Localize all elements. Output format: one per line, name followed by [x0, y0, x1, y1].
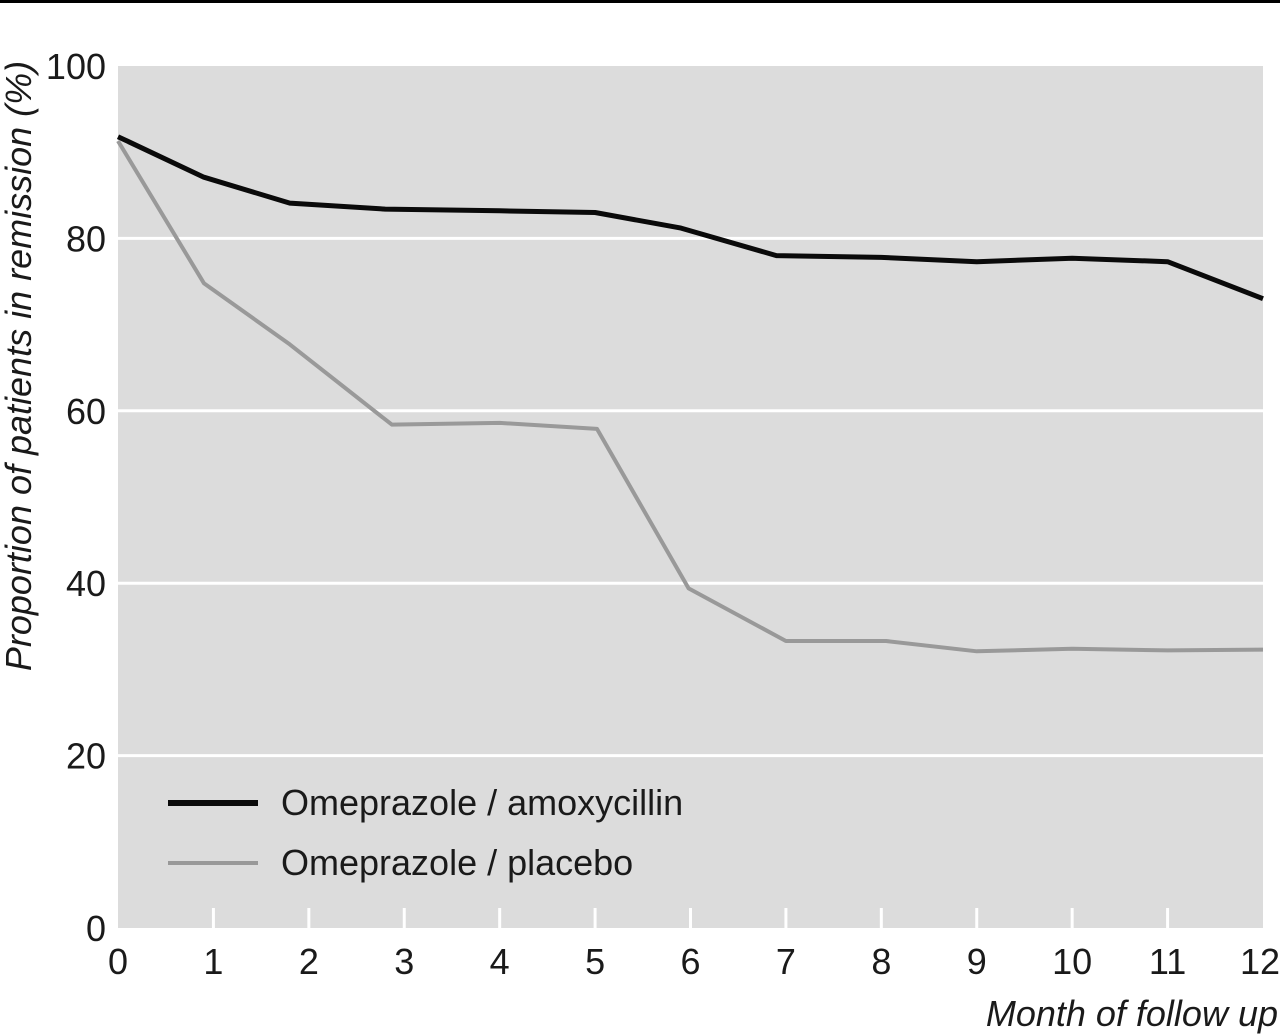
y-tick-label: 60	[66, 391, 106, 432]
x-tick-label: 8	[871, 941, 891, 982]
x-tick-label: 11	[1149, 941, 1186, 982]
legend-label-2: Omeprazole / placebo	[281, 842, 633, 883]
x-tick-label: 10	[1052, 941, 1092, 982]
x-tick-label: 1	[203, 941, 223, 982]
x-tick-label: 9	[967, 941, 987, 982]
series-line-2	[116, 139, 1264, 654]
x-tick-label: 7	[776, 941, 796, 982]
x-axis-ticks	[211, 908, 1170, 928]
x-tick-label: 0	[108, 941, 128, 982]
x-tick-label: 3	[394, 941, 414, 982]
series-line-1	[116, 134, 1264, 302]
series-lines	[116, 134, 1264, 654]
y-tick-label: 20	[66, 736, 106, 777]
gridlines	[118, 236, 1263, 758]
x-tick-label: 12	[1240, 941, 1280, 982]
x-tick-label: 4	[490, 941, 510, 982]
legend: Omeprazole / amoxycillin Omeprazole / pla…	[168, 782, 683, 883]
y-axis-tick-labels: 0 20 40 60 80 100	[46, 46, 106, 949]
y-axis-title: Proportion of patients in remission (%)	[0, 61, 39, 671]
x-tick-label: 5	[585, 941, 605, 982]
x-axis-title: Month of follow up	[986, 993, 1278, 1034]
x-tick-label: 2	[299, 941, 319, 982]
y-tick-label: 100	[46, 46, 106, 87]
x-tick-label: 6	[680, 941, 700, 982]
y-tick-label: 0	[86, 908, 106, 949]
plot-background	[118, 66, 1263, 928]
x-axis-tick-labels: 0 1 2 3 4 5 6 7 8 9 10 11 12	[108, 941, 1280, 982]
y-tick-label: 80	[66, 218, 106, 259]
legend-label-1: Omeprazole / amoxycillin	[281, 782, 683, 823]
y-tick-label: 40	[66, 563, 106, 604]
